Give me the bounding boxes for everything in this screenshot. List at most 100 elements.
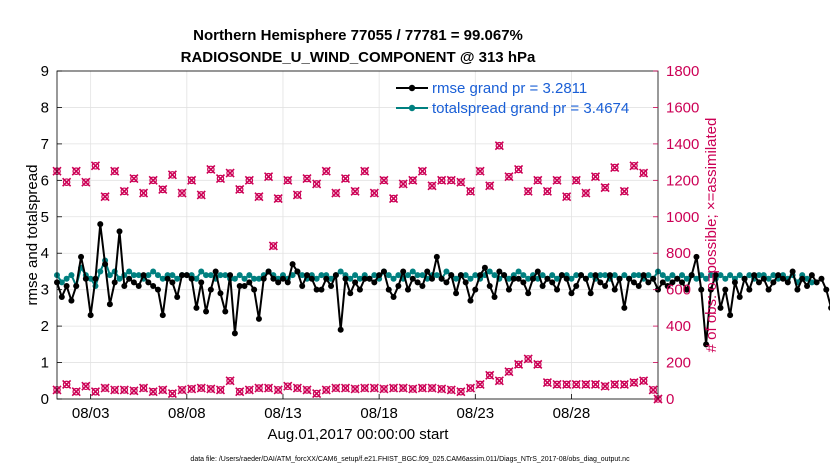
obs-assimilated-cross — [273, 193, 283, 204]
obs-possible-circle — [610, 163, 619, 172]
series-point-rmse — [789, 268, 796, 275]
obs-possible-circle — [591, 380, 600, 389]
obs-assimilated-cross — [629, 161, 639, 171]
obs-assimilated-cross — [206, 384, 216, 394]
series-point-rmse — [227, 272, 234, 279]
obs-count-marker — [610, 379, 620, 389]
series-point-rmse — [241, 283, 248, 290]
series-point-rmse — [630, 279, 637, 286]
series-point-rmse — [299, 283, 306, 290]
series-point-spread — [515, 268, 522, 275]
series-point-spread — [472, 272, 479, 279]
obs-count-marker — [321, 385, 331, 395]
series-point-spread — [746, 272, 753, 279]
obs-possible-circle — [639, 376, 648, 385]
y-tick-label-right: 1800 — [666, 63, 699, 80]
obs-assimilated-cross — [148, 175, 158, 185]
obs-possible-circle — [485, 182, 494, 190]
obs-possible-circle — [178, 386, 186, 394]
series-point-rmse — [693, 253, 700, 260]
obs-assimilated-cross — [427, 383, 437, 393]
obs-assimilated-cross — [350, 384, 360, 394]
y-tick-label-right: 1200 — [666, 172, 699, 189]
obs-assimilated-cross — [312, 388, 322, 399]
obs-count-marker — [292, 190, 302, 200]
obs-count-marker — [639, 376, 649, 386]
obs-possible-circle — [235, 185, 244, 194]
series-point-rmse — [126, 275, 133, 282]
obs-possible-circle — [601, 382, 609, 391]
obs-possible-circle — [207, 385, 215, 393]
obs-possible-circle — [428, 384, 436, 392]
obs-count-marker — [504, 367, 514, 377]
obs-assimilated-cross — [196, 190, 206, 200]
series-point-rmse — [366, 275, 373, 282]
series-point-rmse — [477, 272, 484, 279]
obs-possible-circle — [274, 194, 282, 203]
obs-count-marker — [225, 168, 235, 178]
series-point-spread — [207, 272, 214, 279]
obs-count-marker — [340, 383, 351, 393]
obs-assimilated-cross — [244, 385, 254, 395]
series-point-rmse — [169, 279, 176, 286]
series-point-rmse — [361, 275, 368, 282]
series-point-spread — [568, 275, 575, 282]
obs-count-marker — [225, 376, 235, 386]
obs-assimilated-cross — [90, 161, 101, 171]
obs-count-marker — [273, 193, 283, 204]
series-point-rmse — [529, 275, 536, 282]
plot-frame — [56, 70, 659, 400]
obs-possible-circle — [187, 385, 196, 393]
obs-possible-circle — [149, 387, 157, 396]
obs-count-marker — [331, 188, 341, 198]
y-tick-label-left: 5 — [41, 209, 49, 226]
obs-assimilated-cross — [360, 383, 370, 393]
obs-assimilated-cross — [562, 192, 572, 202]
y-tick-label-left: 3 — [41, 282, 49, 299]
series-point-spread — [611, 272, 618, 279]
series-point-spread — [491, 272, 498, 279]
obs-count-marker — [379, 384, 389, 394]
obs-count-marker — [138, 188, 149, 198]
obs-count-marker — [562, 379, 572, 389]
obs-count-marker — [388, 383, 399, 393]
series-point-spread — [486, 268, 493, 275]
obs-possible-circle — [591, 172, 600, 181]
series-point-rmse — [462, 279, 469, 286]
obs-count-marker — [619, 186, 629, 196]
obs-assimilated-cross — [268, 241, 278, 251]
obs-count-marker — [312, 179, 322, 189]
obs-assimilated-cross — [446, 385, 456, 395]
obs-possible-circle — [514, 360, 523, 369]
series-point-rmse — [313, 286, 320, 293]
obs-assimilated-cross — [187, 384, 197, 394]
obs-possible-circle — [370, 384, 379, 392]
obs-possible-circle — [101, 192, 109, 201]
obs-count-marker — [244, 175, 254, 185]
obs-possible-circle — [418, 384, 427, 392]
obs-assimilated-cross — [590, 172, 601, 182]
series-point-spread — [630, 272, 637, 279]
obs-count-marker — [206, 164, 216, 174]
obs-assimilated-cross — [446, 175, 456, 185]
series-point-rmse — [645, 279, 652, 286]
obs-count-marker — [590, 172, 601, 182]
obs-assimilated-cross — [514, 359, 524, 369]
obs-possible-circle — [630, 161, 638, 170]
obs-assimilated-cross — [119, 385, 129, 395]
y-tick-label-right: 600 — [666, 282, 691, 299]
obs-assimilated-cross — [437, 175, 447, 185]
obs-assimilated-cross — [273, 385, 283, 395]
obs-possible-circle — [283, 382, 292, 391]
obs-count-marker — [81, 381, 91, 391]
series-point-spread — [246, 272, 253, 279]
series-point-rmse — [342, 275, 349, 282]
series-point-spread — [443, 268, 450, 275]
series-point-rmse — [780, 275, 787, 282]
obs-possible-circle — [351, 385, 359, 393]
series-point-spread — [198, 268, 205, 275]
y-tick-label-right: 1600 — [666, 99, 699, 116]
obs-count-marker — [629, 161, 639, 171]
obs-count-marker — [292, 383, 302, 393]
